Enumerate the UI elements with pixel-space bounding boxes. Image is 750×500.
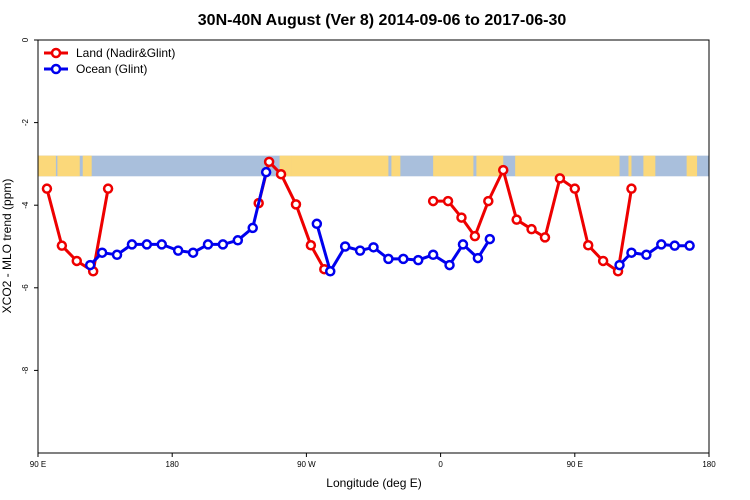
data-point-ocean-glint [96,247,108,258]
data-point-ocean-glint [614,259,625,271]
data-point-ocean-glint [141,239,153,250]
y-tick-label: -8 [21,366,30,374]
map-land [686,155,698,177]
data-point-land-nadir-glint [442,195,454,207]
data-point-ocean-glint [669,240,680,251]
series-layer [41,156,695,277]
data-point-ocean-glint [260,166,272,178]
data-point-land-nadir-glint [582,240,594,251]
data-point-land-nadir-glint [290,199,302,210]
y-tick-label: 0 [21,37,30,42]
data-point-ocean-glint [368,242,379,253]
data-point-ocean-glint [684,240,695,251]
data-point-ocean-glint [412,254,424,266]
legend-label-ocean: Ocean (Glint) [76,62,147,76]
legend: Land (Nadir&Glint) Ocean (Glint) [44,46,175,76]
world-map-strip [38,155,709,177]
map-land [391,155,401,177]
legend-marker-land [50,47,62,59]
data-point-ocean-glint [111,249,123,261]
data-point-land-nadir-glint [526,223,537,235]
data-point-ocean-glint [626,247,637,258]
data-point-land-nadir-glint [71,255,83,267]
data-point-land-nadir-glint [56,240,68,251]
x-axis-label: Longitude (deg E) [326,476,421,490]
data-point-ocean-glint [187,247,199,258]
y-axis-label: XCO2 - MLO trend (ppm) [0,179,14,314]
map-land [433,155,474,177]
data-point-ocean-glint [339,241,351,252]
data-point-ocean-glint [427,249,439,261]
data-point-land-nadir-glint [102,183,114,194]
data-point-ocean-glint [354,245,366,256]
map-land [515,155,620,177]
data-point-land-nadir-glint [456,212,467,223]
data-point-ocean-glint [444,259,455,271]
map-land [38,155,56,177]
data-point-land-nadir-glint [483,195,494,207]
data-point-land-nadir-glint [626,183,637,194]
data-point-land-nadir-glint [554,173,566,184]
x-tick-label: 90 W [297,460,316,469]
data-point-land-nadir-glint [539,232,551,243]
map-land [82,155,92,177]
data-point-land-nadir-glint [497,164,509,176]
data-point-land-nadir-glint [41,183,53,194]
data-point-land-nadir-glint [597,255,609,267]
plot-frame [37,39,710,454]
x-tick-label: 0 [438,460,443,469]
data-point-ocean-glint [457,239,469,250]
map-land [628,155,632,177]
data-point-ocean-glint [398,253,409,265]
data-point-ocean-glint [656,239,667,250]
data-point-land-nadir-glint [469,230,481,242]
data-point-land-nadir-glint [511,214,522,225]
x-tick-label: 180 [702,460,716,469]
data-point-ocean-glint [202,239,214,250]
data-point-ocean-glint [247,222,258,234]
map-land [57,155,80,177]
map-land [643,155,656,177]
data-point-ocean-glint [641,249,652,261]
data-point-ocean-glint [232,235,244,246]
map-land [476,155,504,177]
data-point-ocean-glint [383,253,394,265]
data-point-ocean-glint [172,245,184,256]
data-point-ocean-glint [84,259,96,271]
data-point-ocean-glint [472,252,484,264]
x-tick-label: 180 [166,460,180,469]
data-point-land-nadir-glint [275,168,287,180]
data-point-ocean-glint [156,239,168,250]
x-tick-label: 90 E [567,460,583,469]
series-line-land-nadir-glint [257,160,326,270]
y-tick-label: -2 [21,118,30,126]
data-point-ocean-glint [484,233,496,245]
map-land [279,155,292,177]
data-point-ocean-glint [126,239,138,250]
x-tick-label: 90 E [30,460,46,469]
y-axis-ticks: 0 -2 -4 -6 -8 [21,37,38,374]
map-land [291,155,389,177]
y-tick-label: -4 [21,201,30,209]
data-point-land-nadir-glint [427,195,439,207]
data-point-land-nadir-glint [305,240,317,251]
data-point-land-nadir-glint [569,183,581,194]
data-point-ocean-glint [217,239,229,250]
data-point-ocean-glint [325,266,336,277]
legend-label-land: Land (Nadir&Glint) [76,46,175,60]
data-point-land-nadir-glint [263,156,275,168]
x-axis-ticks: 90 E 180 90 W 0 90 E 180 [30,453,716,469]
data-point-ocean-glint [311,218,323,230]
legend-marker-ocean [50,63,62,75]
chart-title: 30N-40N August (Ver 8) 2014-09-06 to 201… [198,12,567,29]
y-tick-label: -6 [21,284,30,292]
